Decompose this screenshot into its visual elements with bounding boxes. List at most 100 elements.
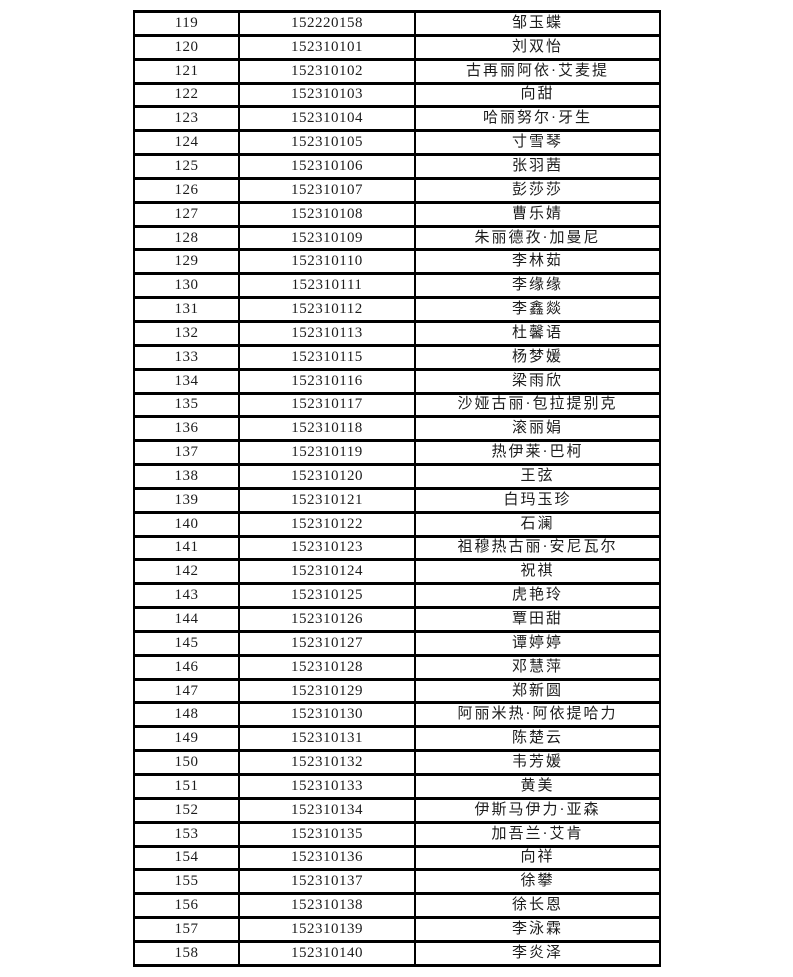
- row-index-cell: 132: [133, 319, 240, 347]
- table-row: 139 152310121 白玛玉珍: [133, 486, 661, 514]
- row-index-cell: 151: [133, 773, 240, 800]
- row-index-cell: 138: [133, 463, 240, 490]
- student-id-cell: 152310133: [238, 773, 416, 800]
- table-row: 146 152310128 邓慧萍: [133, 653, 661, 681]
- table-row: 155 152310137 徐攀: [133, 868, 661, 896]
- student-id-cell: 152310132: [238, 749, 416, 776]
- row-index-cell: 130: [133, 272, 240, 300]
- student-id-cell: 152310117: [238, 391, 416, 419]
- row-index-cell: 155: [133, 868, 240, 896]
- table-row: 148 152310130 阿丽米热·阿依提哈力: [133, 701, 661, 729]
- student-id-cell: 152310118: [238, 415, 416, 443]
- row-index-cell: 123: [133, 105, 240, 133]
- student-id-cell: 152310140: [238, 939, 416, 968]
- student-name-cell: 李鑫燚: [414, 296, 661, 323]
- row-index-cell: 136: [133, 415, 240, 443]
- table-row: 150 152310132 韦芳媛: [133, 749, 661, 776]
- student-id-cell: 152310128: [238, 653, 416, 681]
- row-index-cell: 126: [133, 176, 240, 204]
- table-row: 136 152310118 滚丽娟: [133, 415, 661, 443]
- table-row: 131 152310112 李鑫燚: [133, 296, 661, 323]
- table-row: 157 152310139 李泳霖: [133, 916, 661, 943]
- student-id-cell: 152310116: [238, 367, 416, 395]
- table-row: 151 152310133 黄美: [133, 773, 661, 800]
- row-index-cell: 144: [133, 606, 240, 633]
- row-index-cell: 134: [133, 367, 240, 395]
- table-row: 128 152310109 朱丽德孜·加曼尼: [133, 224, 661, 252]
- student-id-cell: 152310127: [238, 629, 416, 657]
- row-index-cell: 122: [133, 81, 240, 109]
- student-name-cell: 虎艳玲: [414, 582, 661, 610]
- student-name-cell: 阿丽米热·阿依提哈力: [414, 701, 661, 729]
- student-name-cell: 彭莎莎: [414, 176, 661, 204]
- student-id-cell: 152310137: [238, 868, 416, 896]
- row-index-cell: 149: [133, 725, 240, 753]
- student-id-cell: 152310123: [238, 534, 416, 562]
- table-row: 153 152310135 加吾兰·艾肯: [133, 820, 661, 848]
- row-index-cell: 147: [133, 677, 240, 705]
- row-index-cell: 148: [133, 701, 240, 729]
- table-row: 130 152310111 李缘缘: [133, 272, 661, 300]
- table-row: 123 152310104 哈丽努尔·牙生: [133, 105, 661, 133]
- student-name-cell: 张羽茜: [414, 153, 661, 180]
- table-row: 133 152310115 杨梦媛: [133, 343, 661, 371]
- student-id-cell: 152310124: [238, 558, 416, 586]
- row-index-cell: 141: [133, 534, 240, 562]
- student-id-cell: 152310107: [238, 176, 416, 204]
- row-index-cell: 125: [133, 153, 240, 180]
- student-id-cell: 152310130: [238, 701, 416, 729]
- student-id-cell: 152310103: [238, 81, 416, 109]
- row-index-cell: 139: [133, 486, 240, 514]
- student-id-cell: 152310101: [238, 33, 416, 61]
- row-index-cell: 146: [133, 653, 240, 681]
- student-name-cell: 邓慧萍: [414, 653, 661, 681]
- student-id-cell: 152310139: [238, 916, 416, 943]
- student-id-cell: 152310111: [238, 272, 416, 300]
- table-row: 156 152310138 徐长恩: [133, 892, 661, 920]
- table-row: 134 152310116 梁雨欣: [133, 367, 661, 395]
- student-name-cell: 伊斯马伊力·亚森: [414, 796, 661, 824]
- student-name-cell: 黄美: [414, 773, 661, 800]
- table-row: 127 152310108 曹乐婧: [133, 200, 661, 228]
- student-id-cell: 152310109: [238, 224, 416, 252]
- table-row: 125 152310106 张羽茜: [133, 153, 661, 180]
- student-name-cell: 梁雨欣: [414, 367, 661, 395]
- row-index-cell: 158: [133, 939, 240, 968]
- student-name-cell: 李林茹: [414, 248, 661, 276]
- table-row: 140 152310122 石澜: [133, 510, 661, 538]
- table-row: 135 152310117 沙娅古丽·包拉提别克: [133, 391, 661, 419]
- student-name-cell: 朱丽德孜·加曼尼: [414, 224, 661, 252]
- student-id-cell: 152310119: [238, 439, 416, 467]
- table-row: 126 152310107 彭莎莎: [133, 176, 661, 204]
- row-index-cell: 153: [133, 820, 240, 848]
- table-row: 132 152310113 杜馨语: [133, 319, 661, 347]
- row-index-cell: 120: [133, 33, 240, 61]
- student-id-cell: 152310115: [238, 343, 416, 371]
- table-row: 129 152310110 李林茹: [133, 248, 661, 276]
- student-name-cell: 李泳霖: [414, 916, 661, 943]
- student-name-cell: 覃田甜: [414, 606, 661, 633]
- row-index-cell: 150: [133, 749, 240, 776]
- student-id-cell: 152310112: [238, 296, 416, 323]
- student-id-cell: 152310138: [238, 892, 416, 920]
- row-index-cell: 119: [133, 10, 240, 37]
- student-roster-table: 119 152220158 邹玉蝶 120 152310101 刘双怡 121 1523101…: [133, 10, 661, 968]
- table-body: 119 152220158 邹玉蝶 120 152310101 刘双怡 121 1523101…: [133, 10, 661, 968]
- student-name-cell: 加吾兰·艾肯: [414, 820, 661, 848]
- student-id-cell: 152220158: [238, 10, 416, 37]
- row-index-cell: 131: [133, 296, 240, 323]
- student-id-cell: 152310110: [238, 248, 416, 276]
- student-name-cell: 李缘缘: [414, 272, 661, 300]
- row-index-cell: 124: [133, 129, 240, 157]
- table-row: 138 152310120 王弦: [133, 463, 661, 490]
- student-id-cell: 152310106: [238, 153, 416, 180]
- student-name-cell: 徐攀: [414, 868, 661, 896]
- table-row: 142 152310124 祝祺: [133, 558, 661, 586]
- student-id-cell: 152310104: [238, 105, 416, 133]
- student-id-cell: 152310136: [238, 844, 416, 872]
- row-index-cell: 140: [133, 510, 240, 538]
- table-row: 119 152220158 邹玉蝶: [133, 10, 661, 37]
- student-id-cell: 152310125: [238, 582, 416, 610]
- row-index-cell: 121: [133, 57, 240, 85]
- student-id-cell: 152310121: [238, 486, 416, 514]
